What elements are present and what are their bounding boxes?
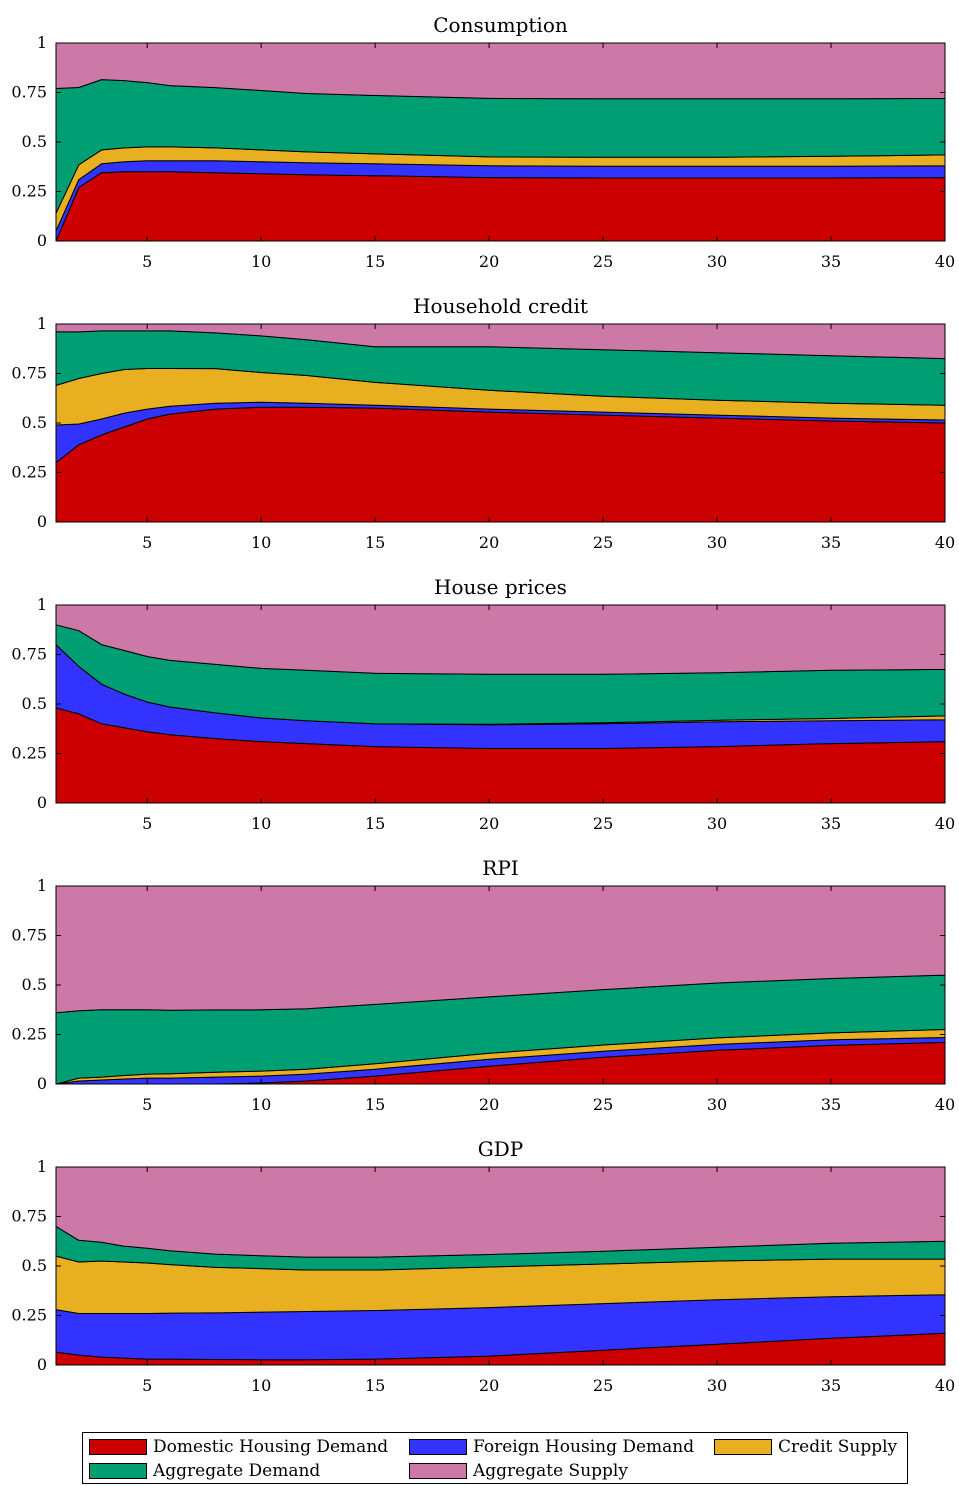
y-tick-label: 0.5 <box>22 1256 47 1275</box>
x-tick-label: 15 <box>365 1095 385 1114</box>
y-tick-label: 0.5 <box>22 694 47 713</box>
y-tick-label: 0.25 <box>11 1025 47 1044</box>
chart-title: RPI <box>482 856 518 880</box>
x-tick-label: 5 <box>142 533 152 552</box>
legend-item-credit-supply: Credit Supply <box>714 1436 897 1458</box>
y-tick-label: 0.25 <box>11 182 47 201</box>
x-tick-label: 10 <box>251 533 271 552</box>
legend-label: Foreign Housing Demand <box>473 1437 695 1457</box>
x-tick-label: 30 <box>707 533 727 552</box>
y-tick-label: 0.25 <box>11 463 47 482</box>
y-tick-label: 0.75 <box>11 645 47 664</box>
y-tick-label: 0.75 <box>11 1207 47 1226</box>
x-tick-label: 30 <box>707 1095 727 1114</box>
y-tick-label: 0 <box>37 793 47 812</box>
x-tick-label: 15 <box>365 252 385 271</box>
area-aggregate-supply <box>55 1166 946 1258</box>
x-tick-label: 15 <box>365 1376 385 1395</box>
legend-swatch-aggregate-supply <box>409 1463 467 1479</box>
legend-item-foreign-housing-demand: Foreign Housing Demand <box>409 1436 694 1458</box>
x-tick-label: 15 <box>365 814 385 833</box>
y-tick-label: 0.25 <box>11 744 47 763</box>
x-tick-label: 10 <box>251 252 271 271</box>
x-tick-label: 5 <box>142 1376 152 1395</box>
x-tick-label: 20 <box>479 533 499 552</box>
x-tick-label: 40 <box>935 252 955 271</box>
y-tick-label: 1 <box>37 876 47 895</box>
y-tick-label: 0.75 <box>11 926 47 945</box>
x-tick-label: 20 <box>479 1095 499 1114</box>
y-tick-label: 0.25 <box>11 1306 47 1325</box>
x-tick-label: 35 <box>821 1095 841 1114</box>
legend-swatch-foreign-housing-demand <box>409 1439 467 1455</box>
x-tick-label: 30 <box>707 1376 727 1395</box>
x-tick-label: 25 <box>593 533 613 552</box>
legend-item-aggregate-supply: Aggregate Supply <box>409 1460 628 1482</box>
chart-title: Consumption <box>433 13 568 37</box>
x-tick-label: 15 <box>365 533 385 552</box>
y-tick-label: 1 <box>37 33 47 52</box>
legend-swatch-credit-supply <box>714 1439 772 1455</box>
y-tick-label: 0 <box>37 512 47 531</box>
legend-label: Aggregate Demand <box>153 1461 321 1481</box>
legend-item-aggregate-demand: Aggregate Demand <box>89 1460 320 1482</box>
legend-item-domestic-housing-demand: Domestic Housing Demand <box>89 1436 388 1458</box>
x-tick-label: 5 <box>142 1095 152 1114</box>
area-domestic-housing-demand <box>55 406 946 523</box>
y-tick-label: 0.5 <box>22 413 47 432</box>
chart-title: Household credit <box>413 294 588 318</box>
x-tick-label: 25 <box>593 814 613 833</box>
y-tick-label: 0.5 <box>22 975 47 994</box>
legend-label: Aggregate Supply <box>473 1461 628 1481</box>
y-tick-label: 1 <box>37 1157 47 1176</box>
area-domestic-housing-demand <box>55 171 946 242</box>
chart-title: GDP <box>478 1137 523 1161</box>
x-tick-label: 25 <box>593 1376 613 1395</box>
chart-title: House prices <box>434 575 567 599</box>
x-tick-label: 40 <box>935 1376 955 1395</box>
x-tick-label: 40 <box>935 814 955 833</box>
x-tick-label: 30 <box>707 814 727 833</box>
x-tick-label: 10 <box>251 1376 271 1395</box>
x-tick-label: 35 <box>821 814 841 833</box>
y-tick-label: 0 <box>37 1355 47 1374</box>
x-tick-label: 20 <box>479 814 499 833</box>
x-tick-label: 5 <box>142 814 152 833</box>
y-tick-label: 1 <box>37 314 47 333</box>
x-tick-label: 35 <box>821 533 841 552</box>
x-tick-label: 30 <box>707 252 727 271</box>
x-tick-label: 10 <box>251 1095 271 1114</box>
x-tick-label: 35 <box>821 1376 841 1395</box>
legend-swatch-aggregate-demand <box>89 1463 147 1479</box>
y-tick-label: 0.75 <box>11 364 47 383</box>
y-tick-label: 0.75 <box>11 83 47 102</box>
x-tick-label: 20 <box>479 252 499 271</box>
legend-label: Credit Supply <box>778 1437 898 1457</box>
y-tick-label: 0.5 <box>22 132 47 151</box>
x-tick-label: 10 <box>251 814 271 833</box>
y-tick-label: 0 <box>37 1074 47 1093</box>
x-tick-label: 25 <box>593 252 613 271</box>
y-tick-label: 1 <box>37 595 47 614</box>
x-tick-label: 40 <box>935 1095 955 1114</box>
y-tick-label: 0 <box>37 231 47 250</box>
x-tick-label: 5 <box>142 252 152 271</box>
legend-swatch-domestic-housing-demand <box>89 1439 147 1455</box>
legend: Domestic Housing Demand Foreign Housing … <box>82 1432 908 1484</box>
x-tick-label: 25 <box>593 1095 613 1114</box>
x-tick-label: 20 <box>479 1376 499 1395</box>
legend-label: Domestic Housing Demand <box>153 1437 389 1457</box>
x-tick-label: 35 <box>821 252 841 271</box>
x-tick-label: 40 <box>935 533 955 552</box>
